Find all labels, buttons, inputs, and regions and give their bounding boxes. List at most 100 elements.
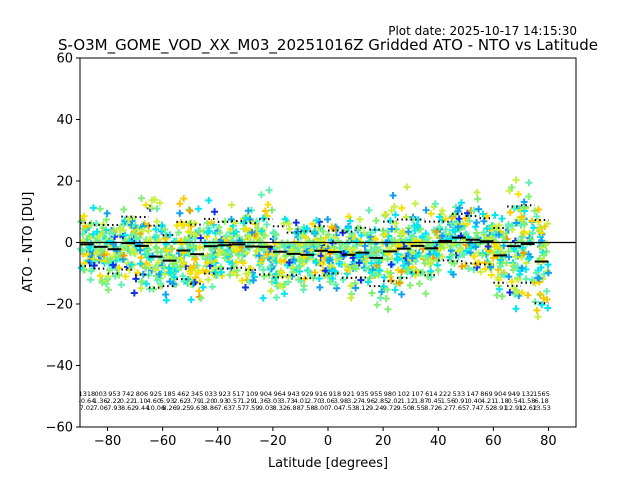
scatter-point [308,246,316,254]
scatter-point [536,290,544,298]
scatter-point [299,286,307,294]
scatter-point [381,210,389,218]
scatter-point [525,255,533,263]
scatter-point [137,254,145,262]
scatter-point [100,251,108,259]
x-tick-label: 60 [485,434,502,449]
bin-std-label: 8.86 [204,404,218,412]
scatter-point [429,239,437,247]
bin-count-label: 742 [122,390,134,398]
scatter-point [406,281,414,289]
scatter-point [82,222,90,230]
scatter-point [378,288,386,296]
scatter-point [180,277,188,285]
scatter-point [96,272,104,280]
scatter-point [414,223,422,231]
scatter-point [259,266,267,274]
scatter-point [473,219,481,227]
scatter-point [199,283,207,291]
scatter-point [314,240,322,248]
scatter-point [216,248,224,256]
scatter-point [95,233,103,241]
scatter-point [239,250,247,258]
scatter-point [115,271,123,279]
scatter-point [389,192,397,200]
scatter-point [148,204,156,212]
scatter-point [442,215,450,223]
bin-mean-label: -0.64 [78,397,95,405]
bin-count-label: 462 [177,390,189,398]
bin-std-label: 8.26 [162,404,176,412]
scatter-point [122,273,130,281]
bin-count-label: 132 [522,390,534,398]
scatter-layer [77,176,552,321]
scatter-point [522,259,530,267]
bin-mean-label: 1.56 [441,397,455,405]
bin-mean-label: 0.93 [213,397,227,405]
bin-std-label: 8.72 [424,404,438,412]
scatter-point [477,268,485,276]
scatter-point [185,237,193,245]
scatter-point [131,250,139,258]
bin-count-label: 943 [287,390,299,398]
bin-mean-label: 0.22 [120,397,134,405]
scatter-point [166,269,174,277]
scatter-point [211,208,219,216]
scatter-point [244,207,252,215]
scatter-point [544,304,552,312]
bin-count-label: 869 [480,390,492,398]
scatter-point [398,268,406,276]
scatter-point [173,221,181,229]
scatter-point [228,201,236,209]
x-axis-ticks: −80 −60 −40 −20 0 20 40 60 80 [94,427,557,449]
scatter-point [370,271,378,279]
scatter-point [106,266,114,274]
scatter-point [265,186,273,194]
bin-mean-label: 3.06 [320,397,334,405]
bin-std-label: 9.24 [369,404,383,412]
scatter-point [510,284,518,292]
scatter-point [347,282,355,290]
scatter-point [326,256,334,264]
bin-std-label: 8.55 [410,404,424,412]
scatter-point [512,253,520,261]
scatter-point [152,266,160,274]
scatter-point [258,227,266,235]
scatter-point [494,225,502,233]
scatter-point [512,305,520,313]
scatter-point [261,207,269,215]
scatter-point [190,243,198,251]
scatter-point [297,257,305,265]
scatter-point [114,253,122,261]
scatter-point [454,223,462,231]
scatter-point [500,242,508,250]
scatter-point [376,246,384,254]
scatter-point [163,246,171,254]
scatter-point [543,295,551,303]
bin-count-label: 935 [356,390,368,398]
scatter-point [308,220,316,228]
scatter-point [301,275,309,283]
y-tick-label: 0 [65,236,73,251]
scatter-point [399,262,407,270]
scatter-point [448,251,456,259]
bin-mean-label: 4.96 [360,397,374,405]
scatter-point [366,274,374,282]
scatter-point [316,283,324,291]
bin-mean-label: 5.93 [160,397,174,405]
scatter-point [280,290,288,298]
scatter-point [259,294,267,302]
scatter-point [333,284,341,292]
scatter-point [152,225,160,233]
scatter-point [495,231,503,239]
bin-mean-label: 6.18 [534,397,548,405]
bin-std-label: 7.04 [328,404,342,412]
scatter-point [132,224,140,232]
bin-std-label: 8.91 [493,404,507,412]
scatter-point [327,262,335,270]
scatter-point [242,249,250,257]
scatter-point [119,226,127,234]
x-tick-label: −80 [94,434,121,449]
scatter-point [480,217,488,225]
scatter-point [175,229,183,237]
